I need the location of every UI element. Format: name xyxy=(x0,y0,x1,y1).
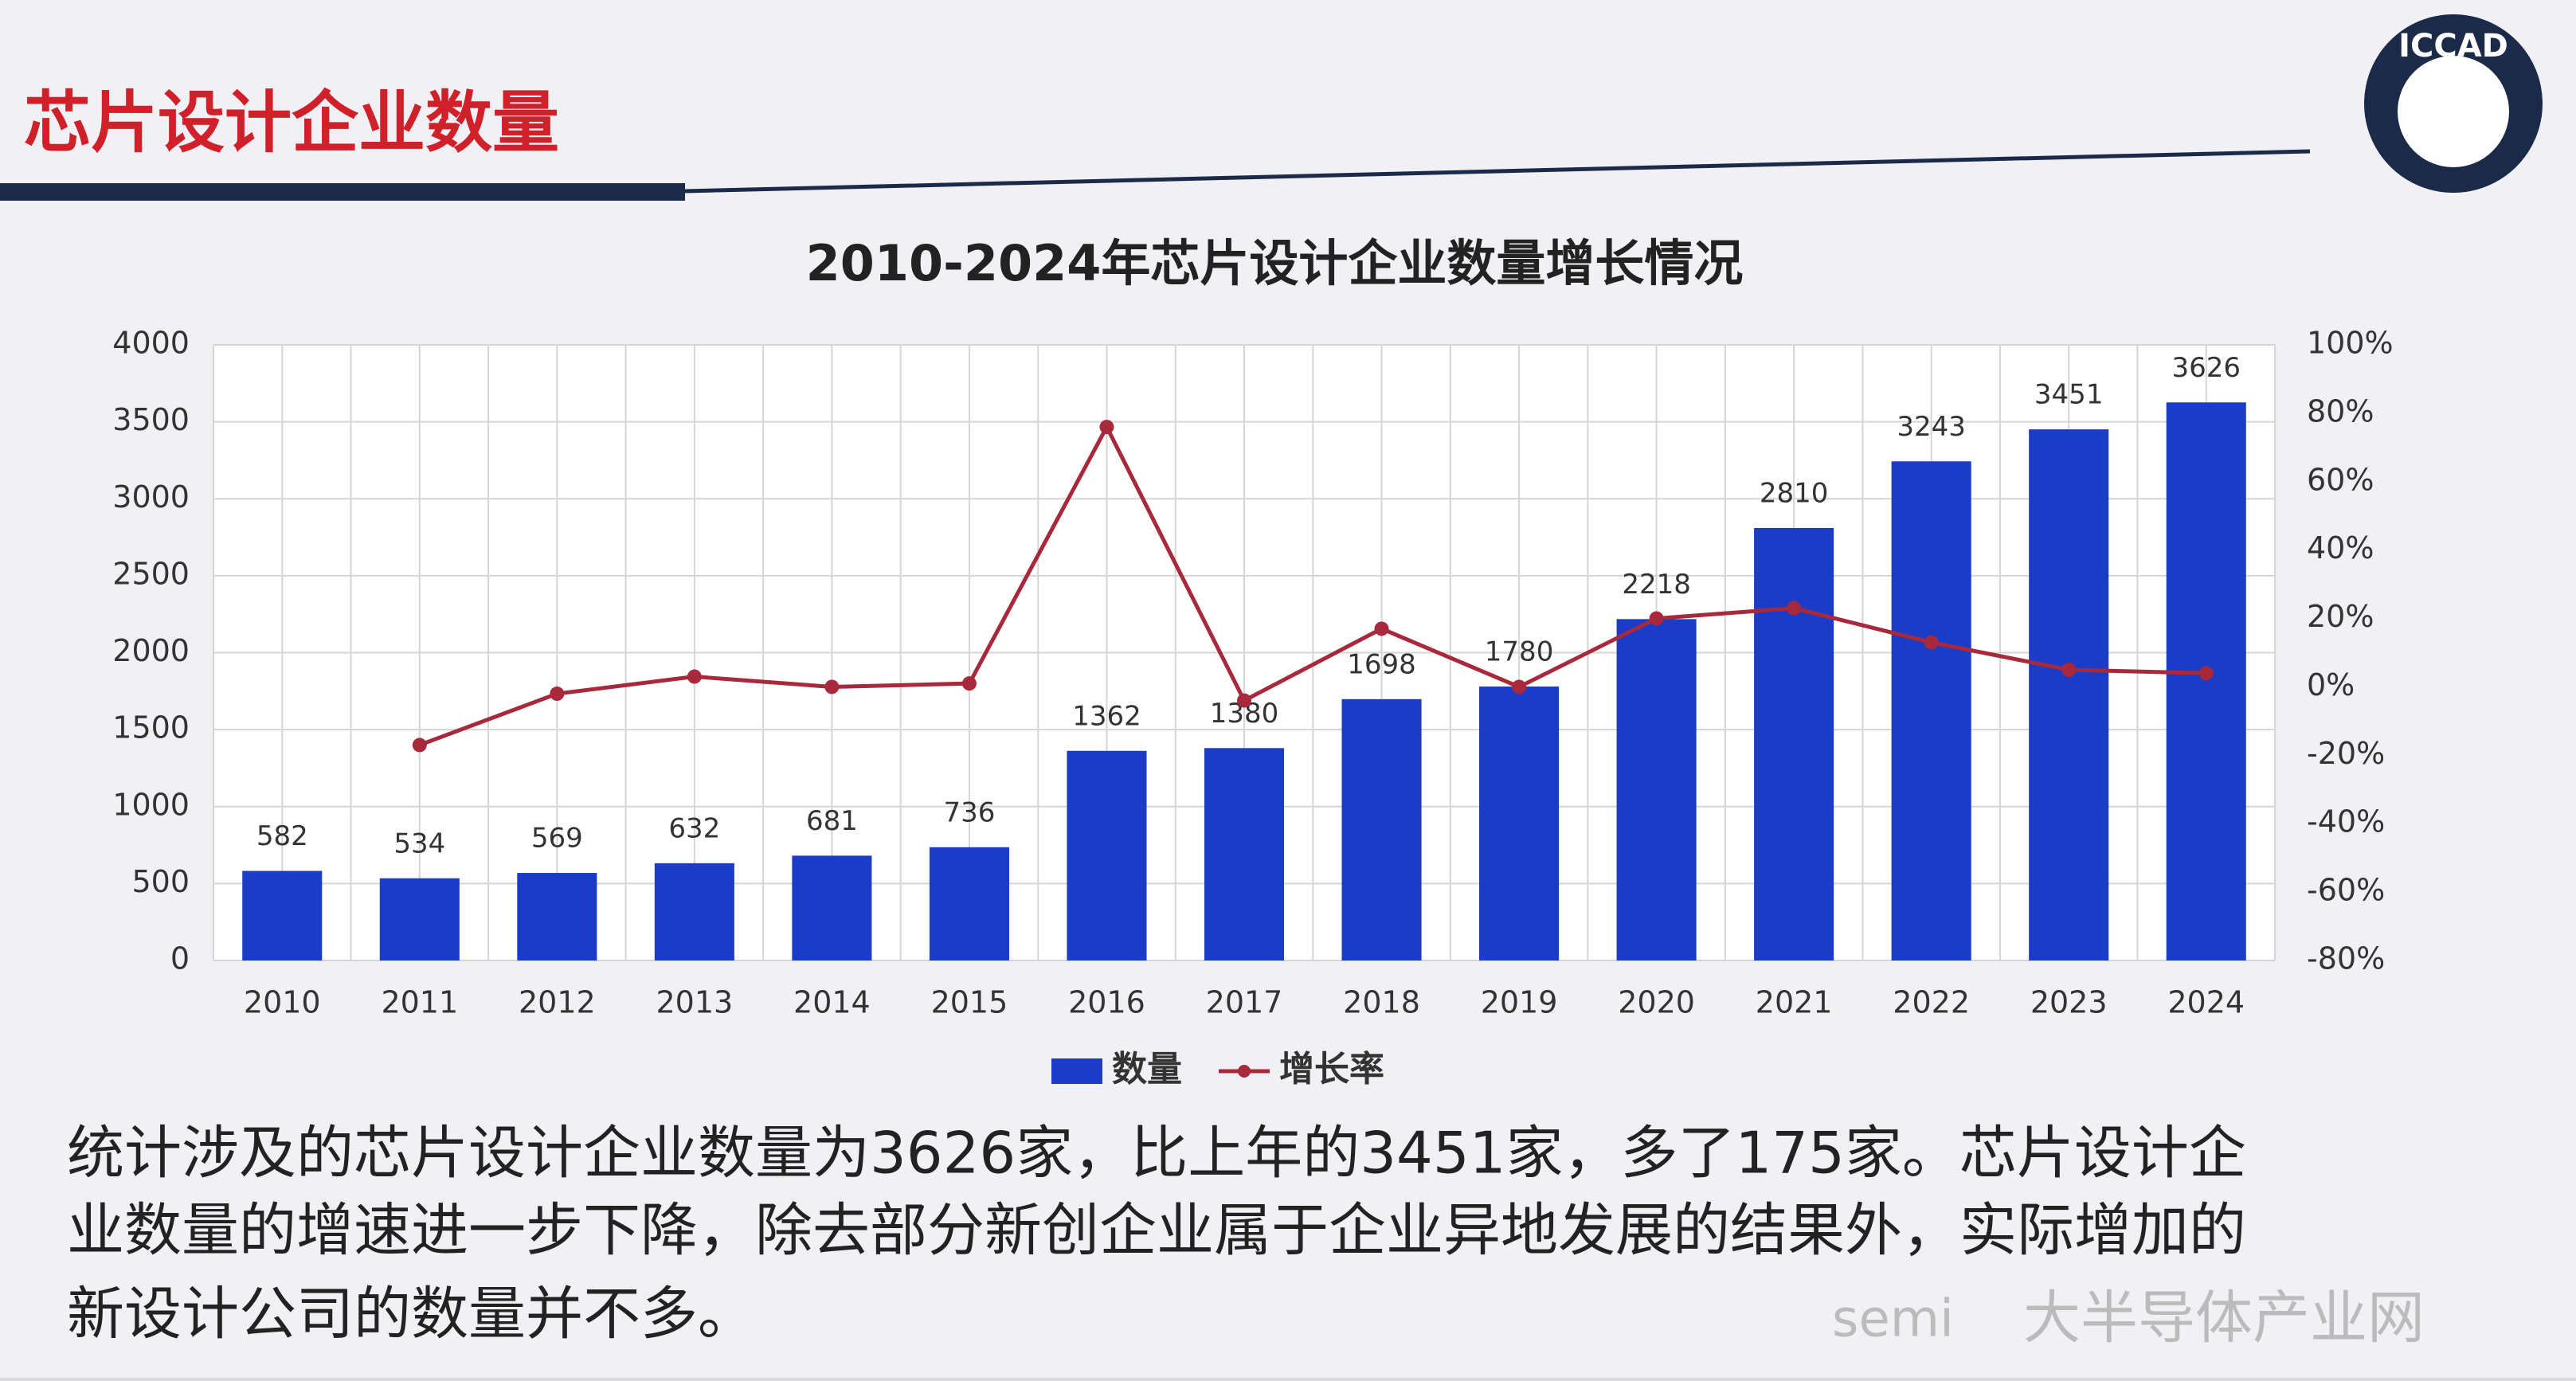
bar xyxy=(1204,748,1285,960)
line-point xyxy=(1374,621,1389,636)
line-point xyxy=(412,737,427,753)
bar xyxy=(1341,698,1422,960)
y-tick-label: 1000 xyxy=(112,787,190,822)
x-tick-label: 2019 xyxy=(1481,985,1558,1020)
line-point xyxy=(1237,693,1251,708)
description-line: 统计涉及的芯片设计企业数量为3626家，比上年的3451家，多了175家。芯片设… xyxy=(67,1120,2246,1187)
bar xyxy=(654,863,734,960)
data-label: 2218 xyxy=(1622,569,1691,601)
y2-tick-label: 20% xyxy=(2307,599,2374,634)
legend-label: 数量 xyxy=(1112,1049,1182,1090)
line-point xyxy=(2061,662,2077,677)
data-label: 681 xyxy=(806,805,858,837)
line-point xyxy=(824,679,840,694)
line-point xyxy=(550,687,565,702)
bar xyxy=(1067,750,1147,960)
description-line: 新设计公司的数量并不多。 xyxy=(67,1281,755,1348)
description-line: 业数量的增速进一步下降，除去部分新创企业属于企业异地发展的结果外，实际增加的 xyxy=(67,1197,2246,1264)
x-tick-label: 2022 xyxy=(1893,985,1970,1020)
line-point xyxy=(1787,601,1802,616)
bar xyxy=(1891,461,1971,960)
y-tick-label: 500 xyxy=(131,864,190,899)
line-point xyxy=(1512,679,1527,694)
line xyxy=(418,422,2206,747)
logo-text: ICCAD xyxy=(2398,28,2508,65)
bar xyxy=(242,870,323,960)
y2-tick-label: 60% xyxy=(2307,462,2374,497)
x-tick-label: 2021 xyxy=(1756,985,1833,1020)
header-bar xyxy=(0,183,685,201)
data-label: 582 xyxy=(256,820,308,852)
line-point xyxy=(1649,611,1664,626)
bar xyxy=(929,847,1009,960)
line-point xyxy=(961,676,977,691)
line-point xyxy=(2198,666,2214,681)
x-tick-label: 2015 xyxy=(931,985,1008,1020)
header-rule xyxy=(684,149,2311,194)
bar xyxy=(2166,402,2246,960)
y-tick-label: 3500 xyxy=(112,402,190,437)
logo-inner xyxy=(2398,56,2509,167)
bar xyxy=(1479,687,1560,960)
y-tick-label: 4000 xyxy=(112,326,190,361)
y2-tick-label: -20% xyxy=(2307,736,2385,771)
y2-tick-label: 80% xyxy=(2307,393,2374,428)
bar xyxy=(792,855,872,960)
legend-swatch xyxy=(1051,1058,1102,1084)
data-label: 632 xyxy=(668,812,720,844)
x-tick-label: 2020 xyxy=(1618,985,1695,1020)
y-tick-label: 3000 xyxy=(112,479,190,514)
y2-tick-label: 100% xyxy=(2307,326,2394,361)
x-tick-label: 2024 xyxy=(2167,985,2245,1020)
y-tick-label: 0 xyxy=(170,941,190,976)
header-title: 芯片设计企业数量 xyxy=(24,84,559,162)
chart-title: 2010-2024年芯片设计企业数量增长情况 xyxy=(806,234,1744,292)
watermark: semi xyxy=(1832,1290,1954,1349)
x-tick-label: 2016 xyxy=(1068,985,1145,1020)
x-tick-label: 2018 xyxy=(1343,985,1420,1020)
data-label: 736 xyxy=(943,796,995,828)
x-tick-label: 2013 xyxy=(656,985,734,1020)
data-label: 2810 xyxy=(1760,477,1829,509)
data-label: 3243 xyxy=(1897,411,1966,443)
data-label: 3626 xyxy=(2171,352,2241,384)
data-label: 569 xyxy=(531,823,583,855)
bar xyxy=(2029,429,2109,960)
y-tick-label: 2000 xyxy=(112,633,190,668)
x-tick-label: 2014 xyxy=(793,985,871,1020)
legend-swatch xyxy=(1238,1065,1251,1078)
x-tick-label: 2011 xyxy=(381,985,458,1020)
data-label: 1780 xyxy=(1485,636,1554,668)
data-label: 534 xyxy=(393,827,445,859)
line-point xyxy=(1099,420,1114,435)
data-label: 1362 xyxy=(1072,700,1141,732)
bar xyxy=(1754,527,1834,960)
legend-label: 增长率 xyxy=(1279,1049,1384,1090)
x-tick-label: 2017 xyxy=(1206,985,1283,1020)
bar xyxy=(517,873,597,960)
y2-tick-label: 40% xyxy=(2307,530,2374,565)
watermark: 大半导体产业网 xyxy=(2023,1285,2425,1352)
line-point xyxy=(687,669,702,684)
y-tick-label: 1500 xyxy=(112,710,190,745)
y2-tick-label: -60% xyxy=(2307,873,2385,908)
y2-tick-label: 0% xyxy=(2307,667,2355,702)
line-point xyxy=(1924,635,1939,650)
data-label: 1698 xyxy=(1347,648,1416,680)
data-label: 3451 xyxy=(2034,379,2104,411)
bar xyxy=(379,878,460,960)
y2-tick-label: -80% xyxy=(2307,941,2385,976)
y2-tick-label: -40% xyxy=(2307,804,2385,839)
x-tick-label: 2012 xyxy=(519,985,596,1020)
bar xyxy=(1616,619,1697,960)
y-tick-label: 2500 xyxy=(112,556,190,591)
x-tick-label: 2023 xyxy=(2030,985,2108,1020)
x-tick-label: 2010 xyxy=(244,985,321,1020)
